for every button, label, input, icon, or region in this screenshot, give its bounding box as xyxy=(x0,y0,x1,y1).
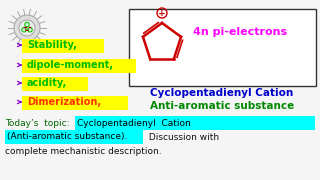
Circle shape xyxy=(19,20,35,36)
FancyBboxPatch shape xyxy=(22,96,128,110)
FancyBboxPatch shape xyxy=(5,130,143,144)
FancyBboxPatch shape xyxy=(22,77,88,91)
Text: Discussion with: Discussion with xyxy=(146,132,219,141)
Text: acidity,: acidity, xyxy=(27,78,67,88)
FancyBboxPatch shape xyxy=(75,116,315,130)
Circle shape xyxy=(14,15,40,41)
FancyBboxPatch shape xyxy=(22,59,136,73)
Text: Cyclopentadienyl  Cation: Cyclopentadienyl Cation xyxy=(77,118,191,127)
Text: Stability,: Stability, xyxy=(27,40,77,50)
Text: Dimerization,: Dimerization, xyxy=(27,97,101,107)
Text: Cyclopentadienyl Cation: Cyclopentadienyl Cation xyxy=(150,88,294,98)
Text: 4n pi-electrons: 4n pi-electrons xyxy=(193,27,287,37)
Text: (Anti-aromatic substance).: (Anti-aromatic substance). xyxy=(7,132,127,141)
Text: Anti-aromatic substance: Anti-aromatic substance xyxy=(150,101,294,111)
Text: Today’s  topic:: Today’s topic: xyxy=(5,118,69,127)
FancyBboxPatch shape xyxy=(129,9,316,86)
Text: +: + xyxy=(158,8,166,17)
FancyBboxPatch shape xyxy=(22,39,104,53)
Text: dipole-moment,: dipole-moment, xyxy=(27,60,114,70)
Text: complete mechanistic description.: complete mechanistic description. xyxy=(5,147,162,156)
